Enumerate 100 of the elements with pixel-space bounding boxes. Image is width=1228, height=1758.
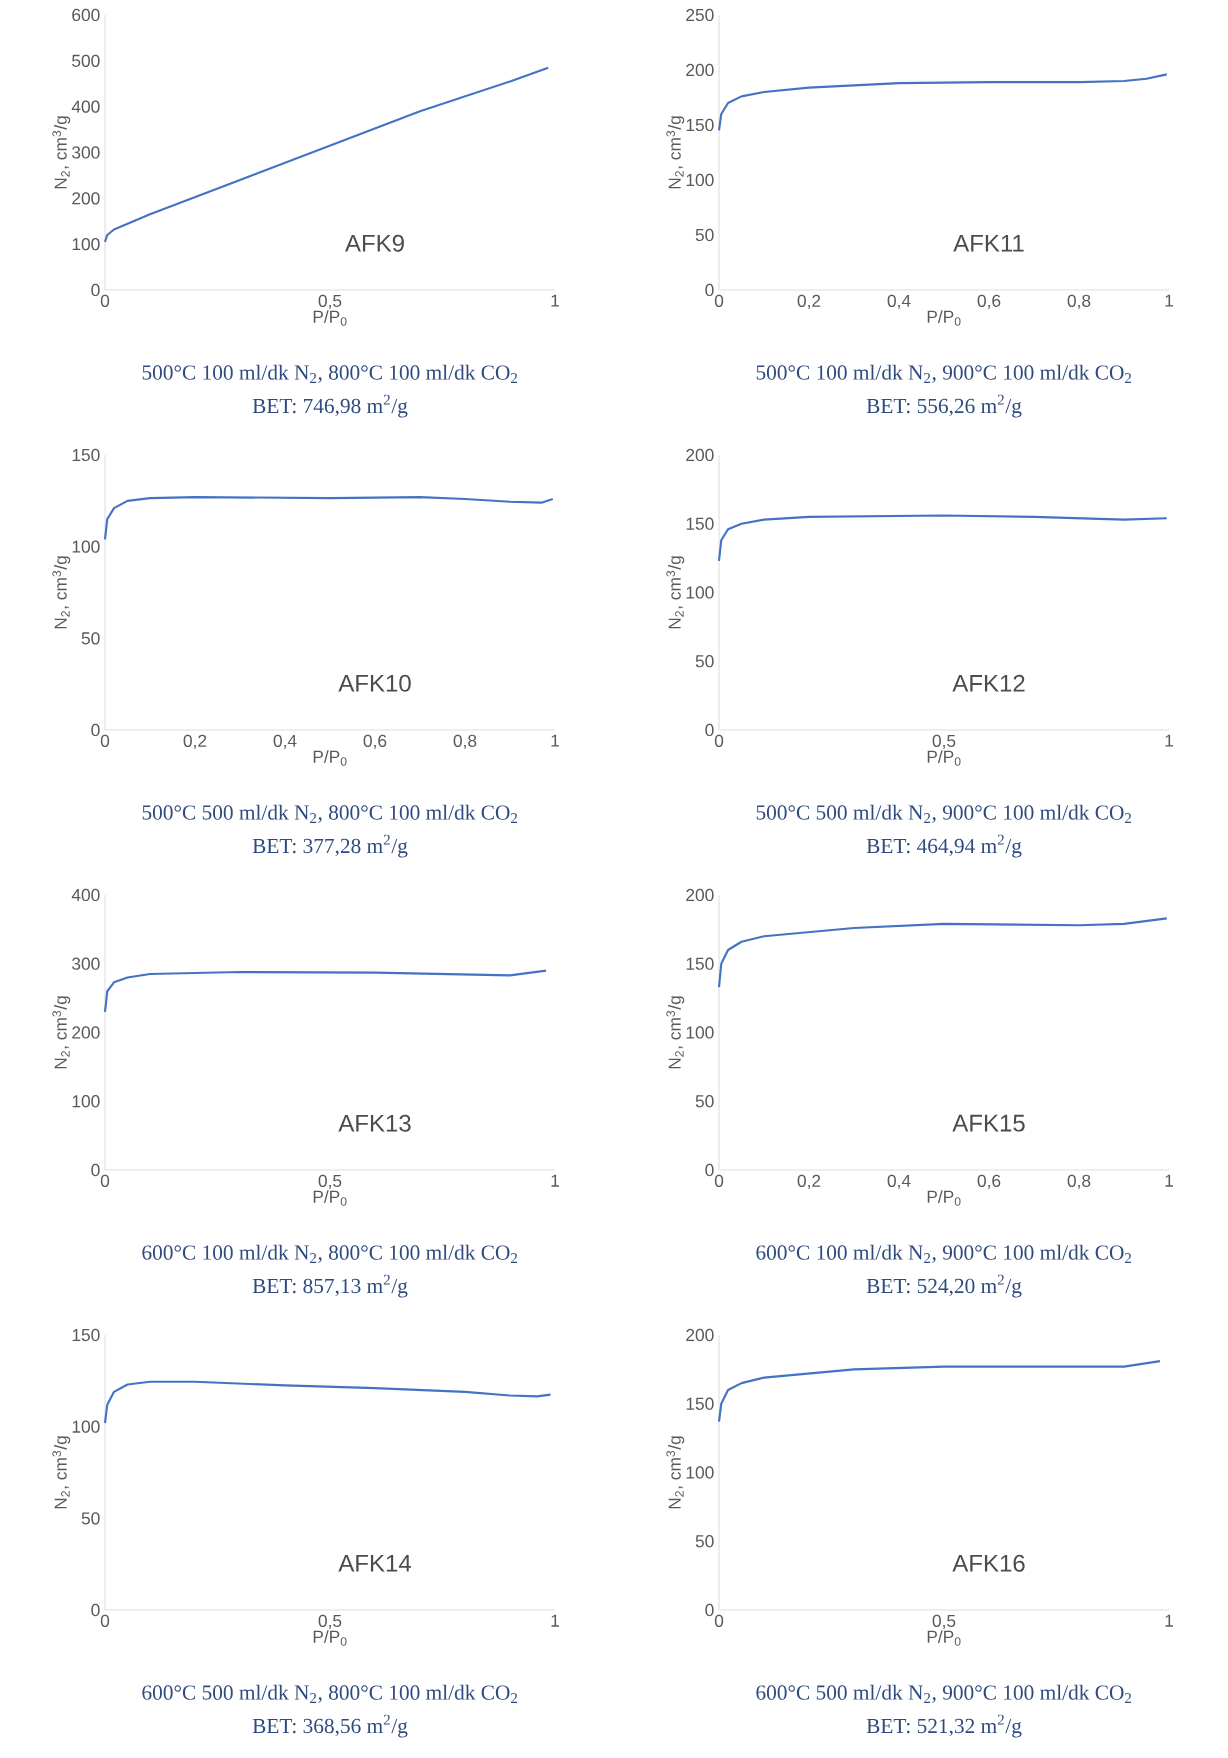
x-tick-label: 0 [100,294,110,307]
y-tick-label: 0 [705,283,714,297]
x-tick-label: 1 [551,734,559,747]
y-tick-label: 500 [72,54,100,67]
x-axis-title: P/P$_{0}$ [927,1630,961,1646]
text: BET: 746,98 m$^{2}$/g [252,394,408,418]
line-series [103,496,554,541]
y-tick-label: 150 [686,118,714,132]
x-tick-label: 0,5 [318,1614,342,1630]
text: BET: 464,94 m$^{2}$/g [866,834,1022,858]
y-tick-label: 300 [72,146,100,159]
x-tick-label: 1 [551,1174,559,1187]
text: 500°C 100 ml/dk N$_{2}$, 900°C 100 ml/dk CO$_{2}$ [756,364,1132,383]
y-axis-title: N$_{2}$, cm$^{3}$/g [52,1436,71,1509]
x-tick-label: 0,5 [318,1174,342,1190]
y-axis-title: N$_{2}$, cm$^{3}$/g [52,556,71,629]
y-tick-label: 200 [686,888,714,902]
y-tick-label: 300 [72,957,100,970]
y-tick-label: 600 [72,8,100,22]
y-tick-label: 100 [72,1420,100,1433]
x-tick-label: 1 [1165,734,1173,747]
y-tick-label: 400 [71,100,100,113]
x-tick-label: 0,5 [932,734,956,750]
x-tick-label: 0,4 [887,294,911,310]
x-tick-label: 1 [1165,294,1173,307]
x-axis-title: P/P$_{0}$ [927,1190,961,1206]
y-tick-label: 150 [686,517,714,530]
x-axis-title: P/P$_{0}$ [927,310,961,326]
x-tick-label: 0,4 [273,734,297,750]
text: 500°C 100 ml/dk N$_{2}$, 800°C 100 ml/dk CO$_{2}$ [142,364,518,383]
y-tick-label: 50 [695,1535,714,1548]
text: BET: 857,13 m$^{2}$/g [252,1274,408,1298]
y-axis-title: N$_{2}$, cm$^{3}$/g [666,996,685,1069]
x-tick-label: 0,5 [318,294,342,310]
x-tick-label: 0 [100,1174,110,1187]
x-tick-label: 0 [714,734,724,747]
y-tick-label: 100 [686,586,714,599]
text: 500°C 500 ml/dk N$_{2}$, 800°C 100 ml/dk CO$_{2}$ [142,804,518,823]
y-tick-label: 250 [686,8,714,22]
line-series [717,514,1168,562]
y-tick-label: 0 [705,1163,714,1177]
text: 600°C 500 ml/dk N$_{2}$, 800°C 100 ml/dk CO$_{2}$ [142,1684,518,1703]
y-axis-title: N$_{2}$, cm$^{3}$/g [666,1436,685,1509]
y-tick-label: 50 [695,1095,714,1108]
y-axis-title: N$_{2}$, cm$^{3}$/g [666,116,685,189]
text: BET: 377,28 m$^{2}$/g [252,834,408,858]
x-tick-label: 0,8 [1067,1174,1091,1190]
x-tick-label: 0,4 [887,1174,911,1190]
x-tick-label: 0,6 [977,1174,1001,1190]
x-axis-title: P/P$_{0}$ [313,310,347,326]
y-tick-label: 50 [81,1512,100,1525]
text: BET: 556,26 m$^{2}$/g [866,394,1022,418]
y-axis-title: N$_{2}$, cm$^{3}$/g [52,996,71,1069]
y-tick-label: 0 [91,1163,100,1177]
x-tick-label: 1 [551,1614,559,1627]
text: AFK15 [952,1114,1025,1132]
y-tick-label: 0 [91,723,100,737]
y-tick-label: 0 [91,283,100,297]
y-tick-label: 200 [72,192,100,205]
text: AFK10 [338,674,411,692]
line-series [717,917,1168,989]
x-axis-title: P/P$_{0}$ [313,750,347,766]
y-tick-label: 100 [72,540,100,553]
text: AFK11 [953,234,1024,252]
line-series [103,1380,552,1425]
y-axis-title: N$_{2}$, cm$^{3}$/g [52,116,71,189]
x-tick-label: 0 [100,1614,110,1627]
y-tick-label: 150 [72,1328,100,1342]
y-tick-label: 100 [686,1026,714,1039]
x-tick-label: 0,2 [797,294,821,310]
y-tick-label: 400 [71,888,100,902]
y-tick-label: 50 [81,632,100,645]
line-series [717,73,1168,132]
text: AFK12 [952,674,1025,692]
text: AFK14 [338,1554,411,1572]
y-tick-label: 50 [695,228,714,242]
x-tick-label: 0 [714,1614,724,1627]
x-tick-label: 1 [551,294,559,307]
x-axis-title: P/P$_{0}$ [313,1190,347,1206]
text: BET: 521,32 m$^{2}$/g [866,1714,1022,1738]
y-axis-title: N$_{2}$, cm$^{3}$/g [666,556,685,629]
text: 600°C 100 ml/dk N$_{2}$, 900°C 100 ml/dk CO$_{2}$ [756,1244,1132,1263]
text: AFK13 [338,1114,411,1132]
text: AFK16 [952,1554,1025,1572]
x-tick-label: 1 [1165,1614,1173,1627]
y-tick-label: 150 [686,957,714,970]
x-tick-label: 0,6 [977,294,1001,310]
x-tick-label: 0,6 [363,734,387,750]
y-tick-label: 100 [72,1095,100,1108]
x-tick-label: 0,5 [932,1614,956,1630]
x-tick-label: 0 [714,1174,724,1187]
y-tick-label: 100 [686,1466,714,1479]
y-tick-label: 100 [72,238,100,251]
x-tick-label: 0,2 [183,734,207,750]
x-tick-label: 1 [1165,1174,1173,1187]
text: 600°C 500 ml/dk N$_{2}$, 900°C 100 ml/dk CO$_{2}$ [756,1684,1132,1703]
x-axis-title: P/P$_{0}$ [313,1630,347,1646]
y-tick-label: 0 [705,1603,714,1617]
x-tick-label: 0,2 [797,1174,821,1190]
y-tick-label: 50 [695,655,714,668]
